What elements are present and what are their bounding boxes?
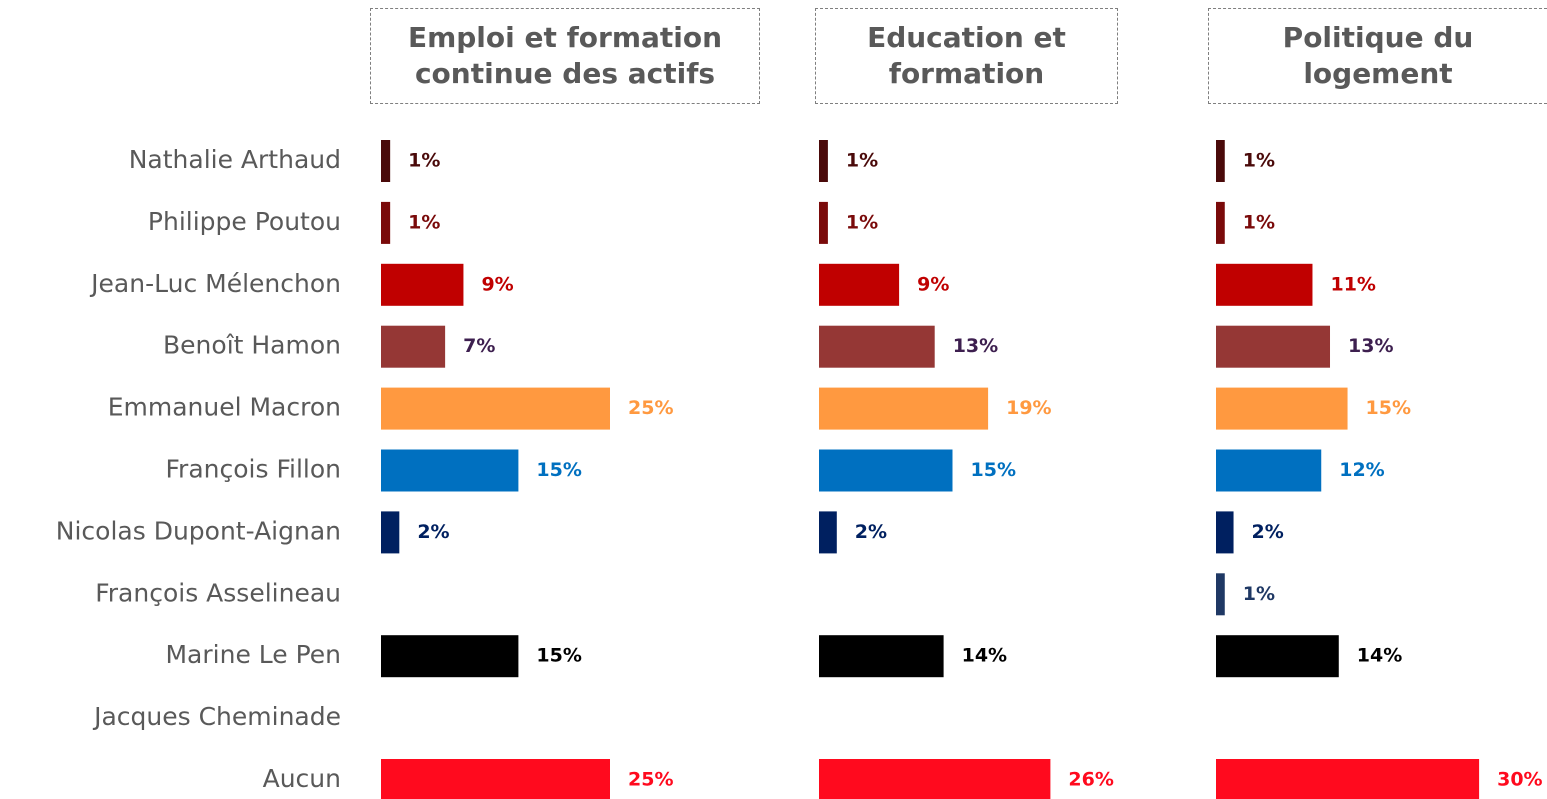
value-label: 26% <box>1068 769 1113 791</box>
bar <box>381 201 391 244</box>
panel-title: Politique du logement <box>1208 8 1547 104</box>
bar <box>819 325 935 368</box>
category-label: Nicolas Dupont-Aignan <box>56 516 341 545</box>
category-label: Marine Le Pen <box>165 640 341 669</box>
bar <box>381 635 519 678</box>
value-label: 1% <box>408 211 440 233</box>
value-label: 1% <box>1243 211 1275 233</box>
value-label: 2% <box>1252 521 1284 543</box>
category-label: François Asselineau <box>95 578 341 607</box>
bar <box>819 201 828 244</box>
bar <box>819 635 944 678</box>
bar <box>819 387 989 430</box>
bar <box>1216 573 1225 616</box>
value-label: 1% <box>1243 150 1275 172</box>
bar <box>381 511 400 554</box>
value-label: 15% <box>536 459 581 481</box>
bar <box>381 325 446 368</box>
panel-title: Education et formation <box>815 8 1118 104</box>
bar <box>381 759 610 799</box>
category-label: Philippe Poutou <box>148 207 341 236</box>
value-label: 25% <box>628 769 673 791</box>
category-label: Aucun <box>263 764 341 793</box>
panel-title: Emploi et formation continue des actifs <box>370 8 760 104</box>
value-label: 30% <box>1497 769 1542 791</box>
category-label: Jean-Luc Mélenchon <box>89 269 341 298</box>
value-label: 1% <box>408 150 440 172</box>
value-label: 25% <box>628 397 673 419</box>
bar <box>1216 511 1234 554</box>
bar <box>1216 449 1322 492</box>
value-label: 13% <box>953 335 998 357</box>
value-label: 19% <box>1006 397 1051 419</box>
bar <box>1216 387 1348 430</box>
bar <box>381 140 391 182</box>
value-label: 1% <box>846 211 878 233</box>
category-label: Jacques Cheminade <box>92 702 341 731</box>
bar <box>819 449 953 492</box>
bar <box>381 387 610 430</box>
value-label: 1% <box>846 150 878 172</box>
value-label: 13% <box>1348 335 1393 357</box>
value-label: 12% <box>1339 459 1384 481</box>
bar <box>819 263 900 306</box>
bar <box>381 263 464 306</box>
value-label: 7% <box>463 335 495 357</box>
bar <box>819 140 828 182</box>
bar <box>1216 759 1480 799</box>
category-label: François Fillon <box>165 455 341 484</box>
category-label: Nathalie Arthaud <box>129 145 341 174</box>
value-label: 2% <box>417 521 449 543</box>
category-label: Emmanuel Macron <box>108 393 341 422</box>
value-label: 1% <box>1243 583 1275 605</box>
value-label: 15% <box>971 459 1016 481</box>
value-label: 9% <box>917 273 949 295</box>
bar <box>819 511 837 554</box>
bar <box>1216 635 1339 678</box>
category-label: Benoît Hamon <box>163 331 341 360</box>
value-label: 15% <box>1366 397 1411 419</box>
value-label: 9% <box>481 273 513 295</box>
value-label: 2% <box>855 521 887 543</box>
value-label: 15% <box>536 645 581 667</box>
bar <box>1216 325 1331 368</box>
bar <box>1216 201 1225 244</box>
value-label: 14% <box>1357 645 1402 667</box>
bar <box>1216 263 1313 306</box>
value-label: 11% <box>1330 273 1375 295</box>
bar <box>819 759 1051 799</box>
bar <box>381 449 519 492</box>
value-label: 14% <box>962 645 1007 667</box>
bar <box>1216 140 1225 182</box>
